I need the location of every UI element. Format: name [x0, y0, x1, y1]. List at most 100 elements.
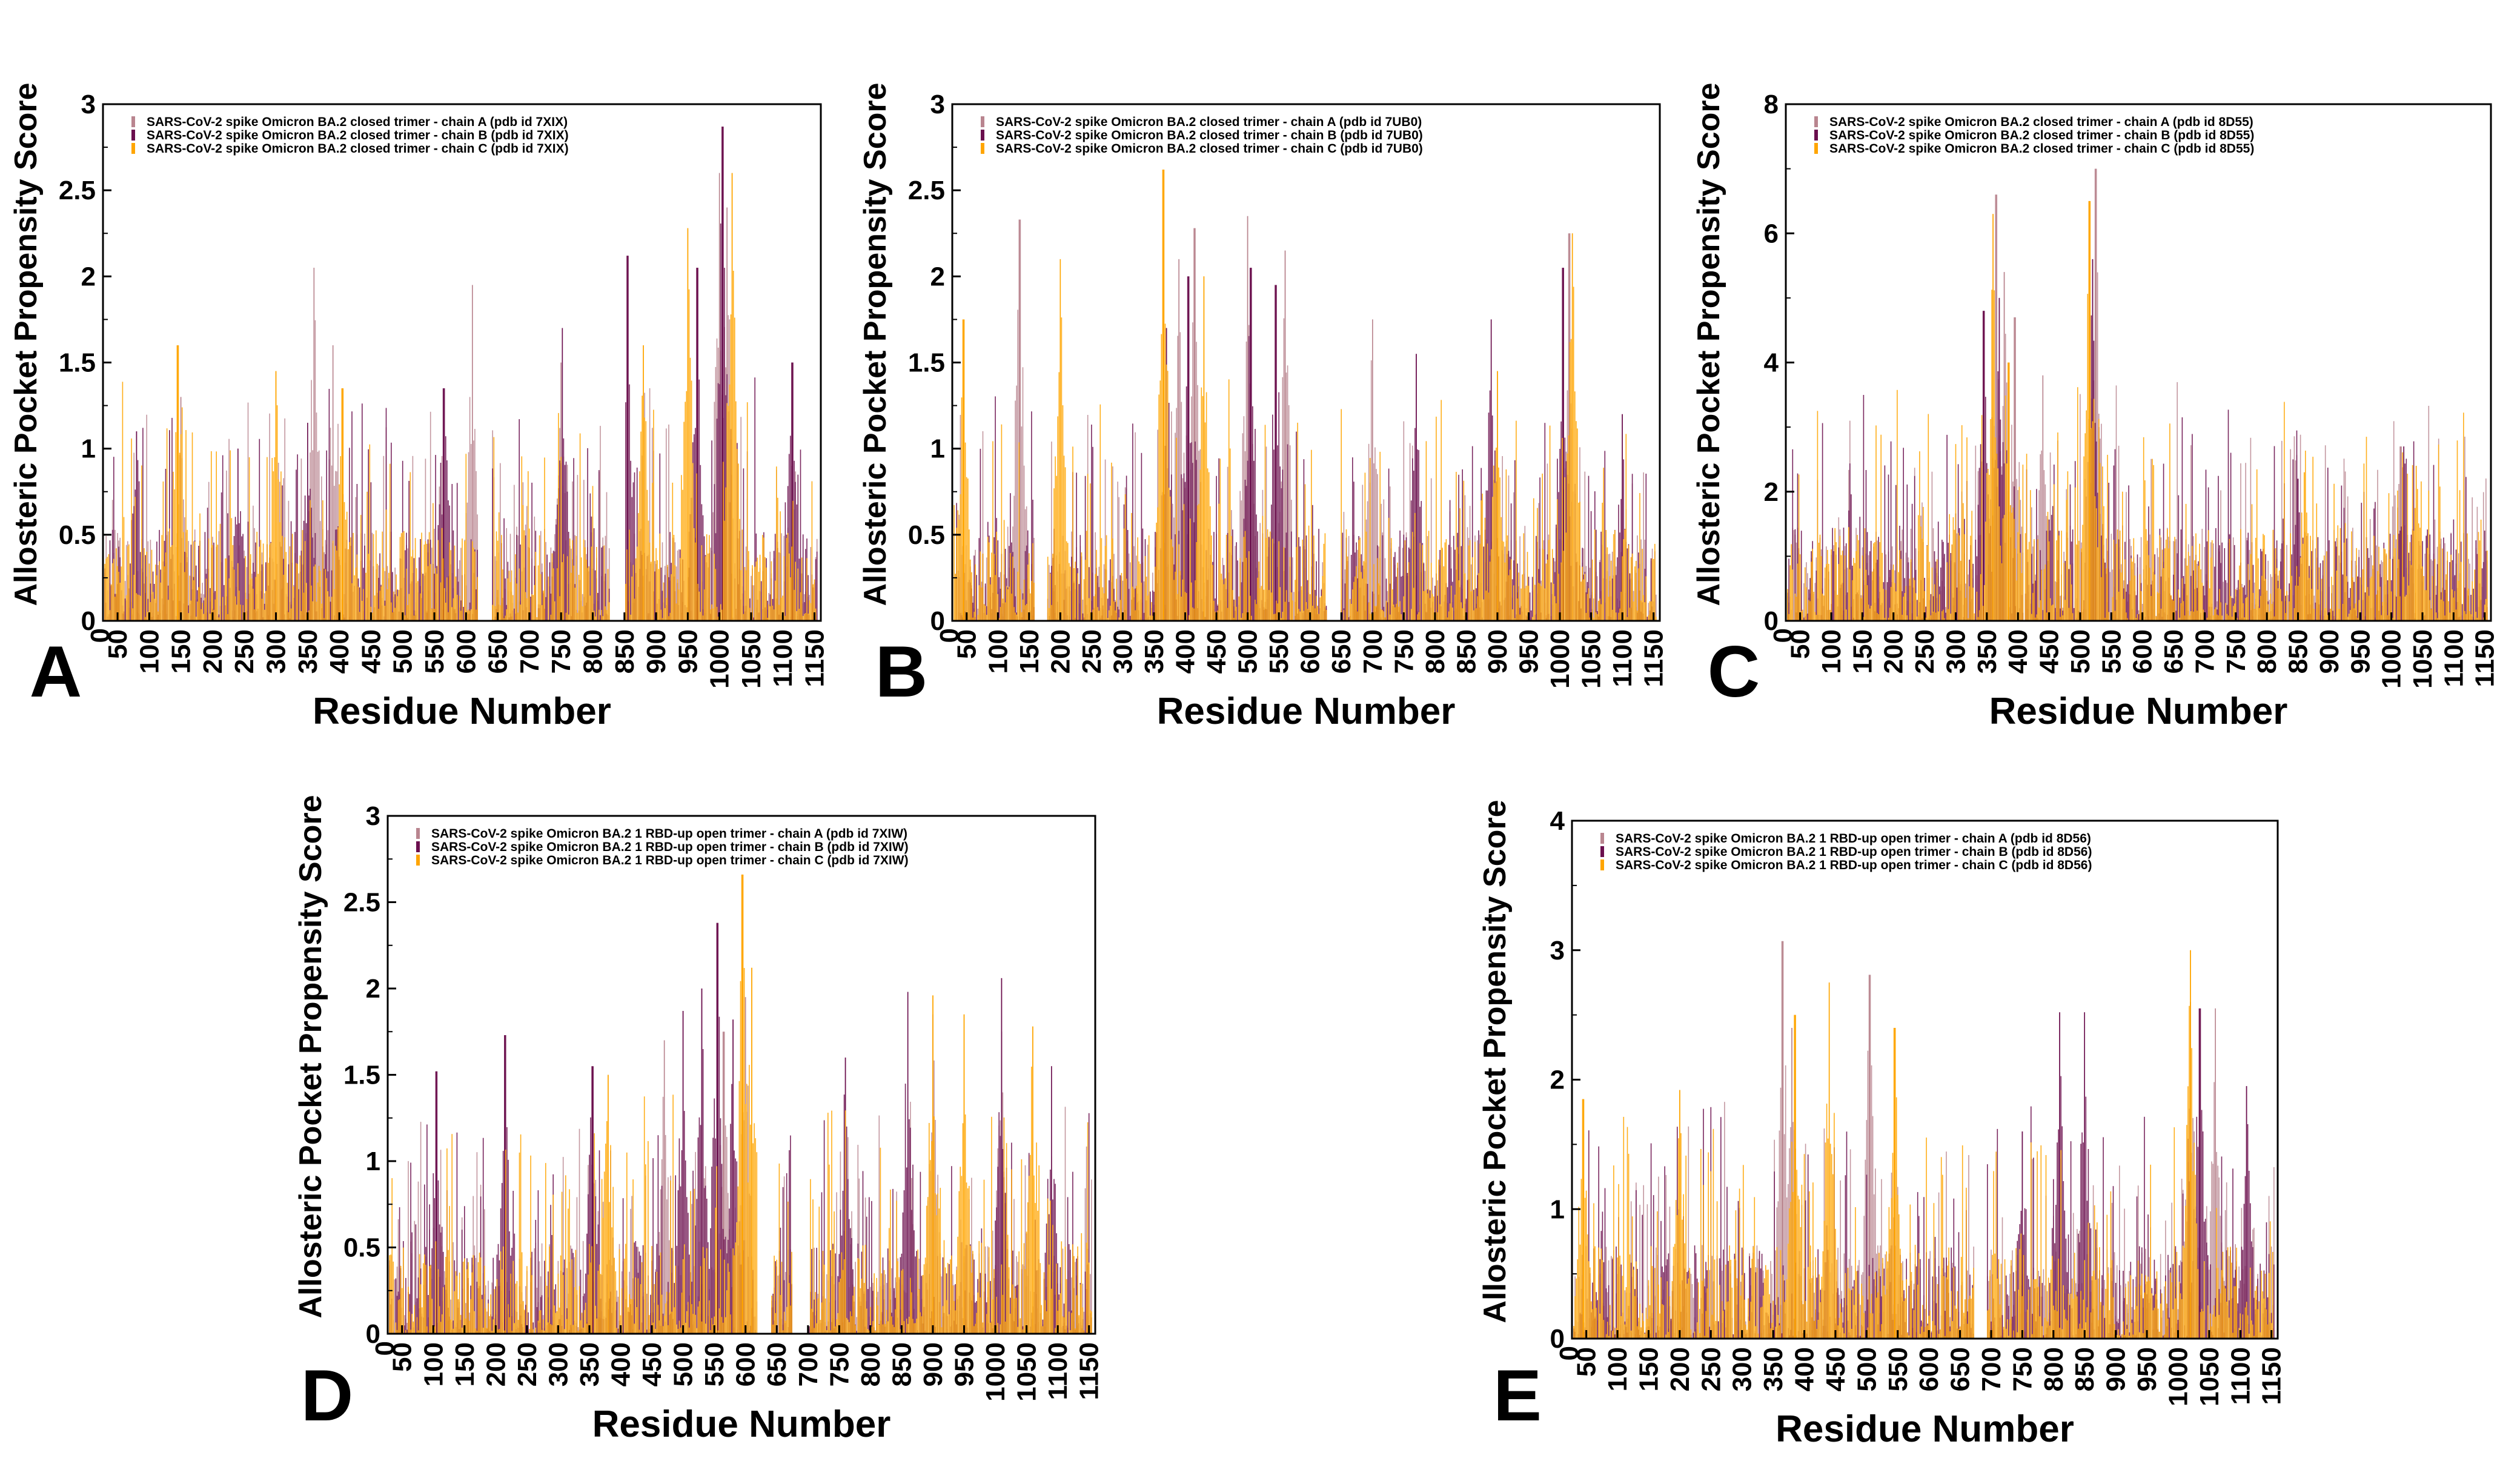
bar	[2031, 554, 2032, 621]
bar	[1307, 609, 1308, 621]
bar	[2478, 532, 2479, 621]
bar	[2264, 535, 2265, 621]
bar	[810, 547, 812, 621]
bar	[2161, 549, 2163, 621]
bar	[144, 548, 145, 621]
bar	[1840, 555, 1842, 621]
bar	[2037, 539, 2038, 621]
bar	[1292, 600, 1293, 621]
bar	[1389, 583, 1391, 621]
bar	[577, 475, 579, 621]
bar	[321, 476, 322, 621]
bar	[124, 598, 126, 621]
bar	[119, 583, 121, 621]
y-tick-label: 6	[1764, 219, 1779, 248]
bar	[2442, 548, 2443, 621]
bar	[593, 528, 595, 621]
bar	[311, 380, 312, 621]
bar	[738, 463, 739, 621]
bar	[1873, 543, 1874, 621]
bar	[1153, 591, 1155, 621]
bar	[1373, 564, 1374, 621]
bar	[2194, 560, 2195, 621]
bar	[417, 1181, 419, 1334]
bar	[1066, 541, 1067, 621]
bar	[777, 497, 778, 621]
bar	[1305, 602, 1307, 621]
bar	[1011, 594, 1012, 621]
bar	[116, 548, 117, 621]
bar	[413, 615, 415, 621]
bar	[1805, 567, 1806, 621]
bar	[355, 497, 357, 621]
bar	[2377, 571, 2378, 621]
bar	[2429, 600, 2431, 621]
bar	[1794, 594, 1796, 621]
bars-panel-b	[953, 170, 1657, 621]
bar	[1800, 531, 1802, 621]
bar	[1184, 482, 1186, 621]
bar	[1955, 444, 1957, 621]
bar	[1596, 612, 1597, 621]
bar	[2369, 518, 2371, 621]
bar	[2098, 419, 2100, 621]
bar	[691, 380, 692, 621]
bar	[1132, 423, 1133, 621]
bar	[337, 423, 339, 621]
bar	[2250, 437, 2252, 621]
bar	[2468, 588, 2469, 621]
bar	[392, 612, 393, 621]
bar	[326, 450, 327, 621]
bar	[2290, 533, 2291, 621]
bar	[1980, 444, 1981, 621]
bar	[551, 553, 553, 621]
bar	[171, 417, 173, 621]
bar	[516, 583, 517, 621]
bar	[2195, 533, 2197, 621]
bar	[1483, 546, 1485, 621]
bar	[1303, 611, 1305, 621]
bar	[202, 603, 203, 621]
bar	[1451, 608, 1453, 621]
bar	[2028, 541, 2030, 621]
bar	[2108, 483, 2109, 621]
bar	[251, 578, 253, 621]
bar	[300, 551, 302, 621]
bar	[443, 588, 445, 621]
bar	[2482, 561, 2484, 621]
bar	[1276, 285, 1277, 621]
bar	[459, 595, 460, 621]
bar	[2357, 576, 2358, 621]
bar	[173, 471, 174, 621]
bar	[376, 530, 377, 621]
bar	[766, 568, 767, 621]
bar	[2040, 550, 2041, 621]
bar	[1058, 372, 1060, 621]
bar	[429, 564, 431, 621]
bar	[232, 545, 234, 621]
bar	[1024, 605, 1026, 621]
bar	[1637, 610, 1638, 621]
bar	[2091, 428, 2092, 621]
peak-bar	[1250, 268, 1252, 621]
bar	[1859, 568, 1861, 621]
bar	[356, 484, 358, 621]
bar	[2475, 611, 2477, 621]
bar	[2163, 463, 2164, 621]
bar	[2332, 611, 2333, 621]
x-tick-label: 650	[483, 629, 513, 674]
bar	[815, 608, 817, 621]
bar	[1976, 556, 1978, 621]
bar	[1946, 562, 1948, 621]
bar	[1342, 532, 1344, 621]
bar	[1496, 448, 1497, 621]
bar	[2436, 564, 2438, 621]
bar	[1848, 527, 1849, 621]
bar	[359, 587, 360, 621]
bar	[2226, 614, 2228, 621]
bar	[1278, 541, 1279, 621]
bar	[1273, 614, 1275, 621]
x-tick-label: 300	[1108, 629, 1138, 674]
bar	[2363, 463, 2365, 621]
legend: SARS-CoV-2 spike Omicron BA.2 closed tri…	[131, 115, 569, 156]
